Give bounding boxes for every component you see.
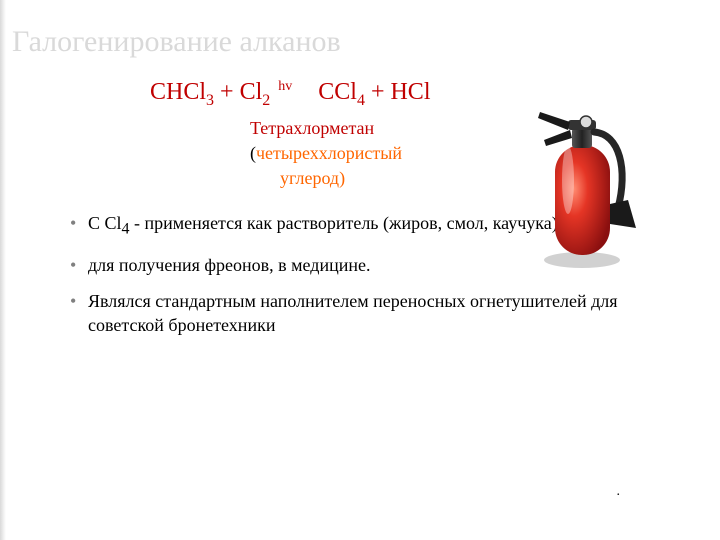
eq-lhs2: Cl bbox=[240, 79, 263, 105]
bullet-formula: C Cl bbox=[88, 213, 122, 233]
eq-hv: hv bbox=[278, 79, 292, 94]
eq-rhs: CCl bbox=[318, 79, 357, 105]
fire-extinguisher-icon bbox=[510, 100, 650, 270]
eq-lhs1-sub: 3 bbox=[206, 92, 214, 109]
slide-title: Галогенирование алканов bbox=[12, 25, 670, 59]
slide: Галогенирование алканов CHCl3 + Cl2 hv CC… bbox=[0, 0, 720, 540]
compound-adjective: четыреххлористый bbox=[256, 143, 402, 163]
eq-plus: + bbox=[214, 79, 240, 105]
compound-noun: углерод) bbox=[280, 168, 345, 188]
bullet-text: для получения фреонов, в медицине. bbox=[88, 255, 371, 275]
eq-tail: + HCl bbox=[365, 79, 431, 105]
footer-dot: . bbox=[617, 484, 621, 500]
eq-lhs2-sub: 2 bbox=[262, 92, 270, 109]
eq-rhs-sub: 4 bbox=[357, 92, 365, 109]
eq-lhs1: CHCl bbox=[150, 79, 206, 105]
bullet-text: - применяется как растворитель (жиров, с… bbox=[130, 213, 563, 233]
bullet-formula-sub: 4 bbox=[122, 221, 130, 238]
list-item: Являлся стандартным наполнителем перенос… bbox=[70, 289, 670, 338]
bullet-text: Являлся стандартным наполнителем перенос… bbox=[88, 291, 618, 335]
